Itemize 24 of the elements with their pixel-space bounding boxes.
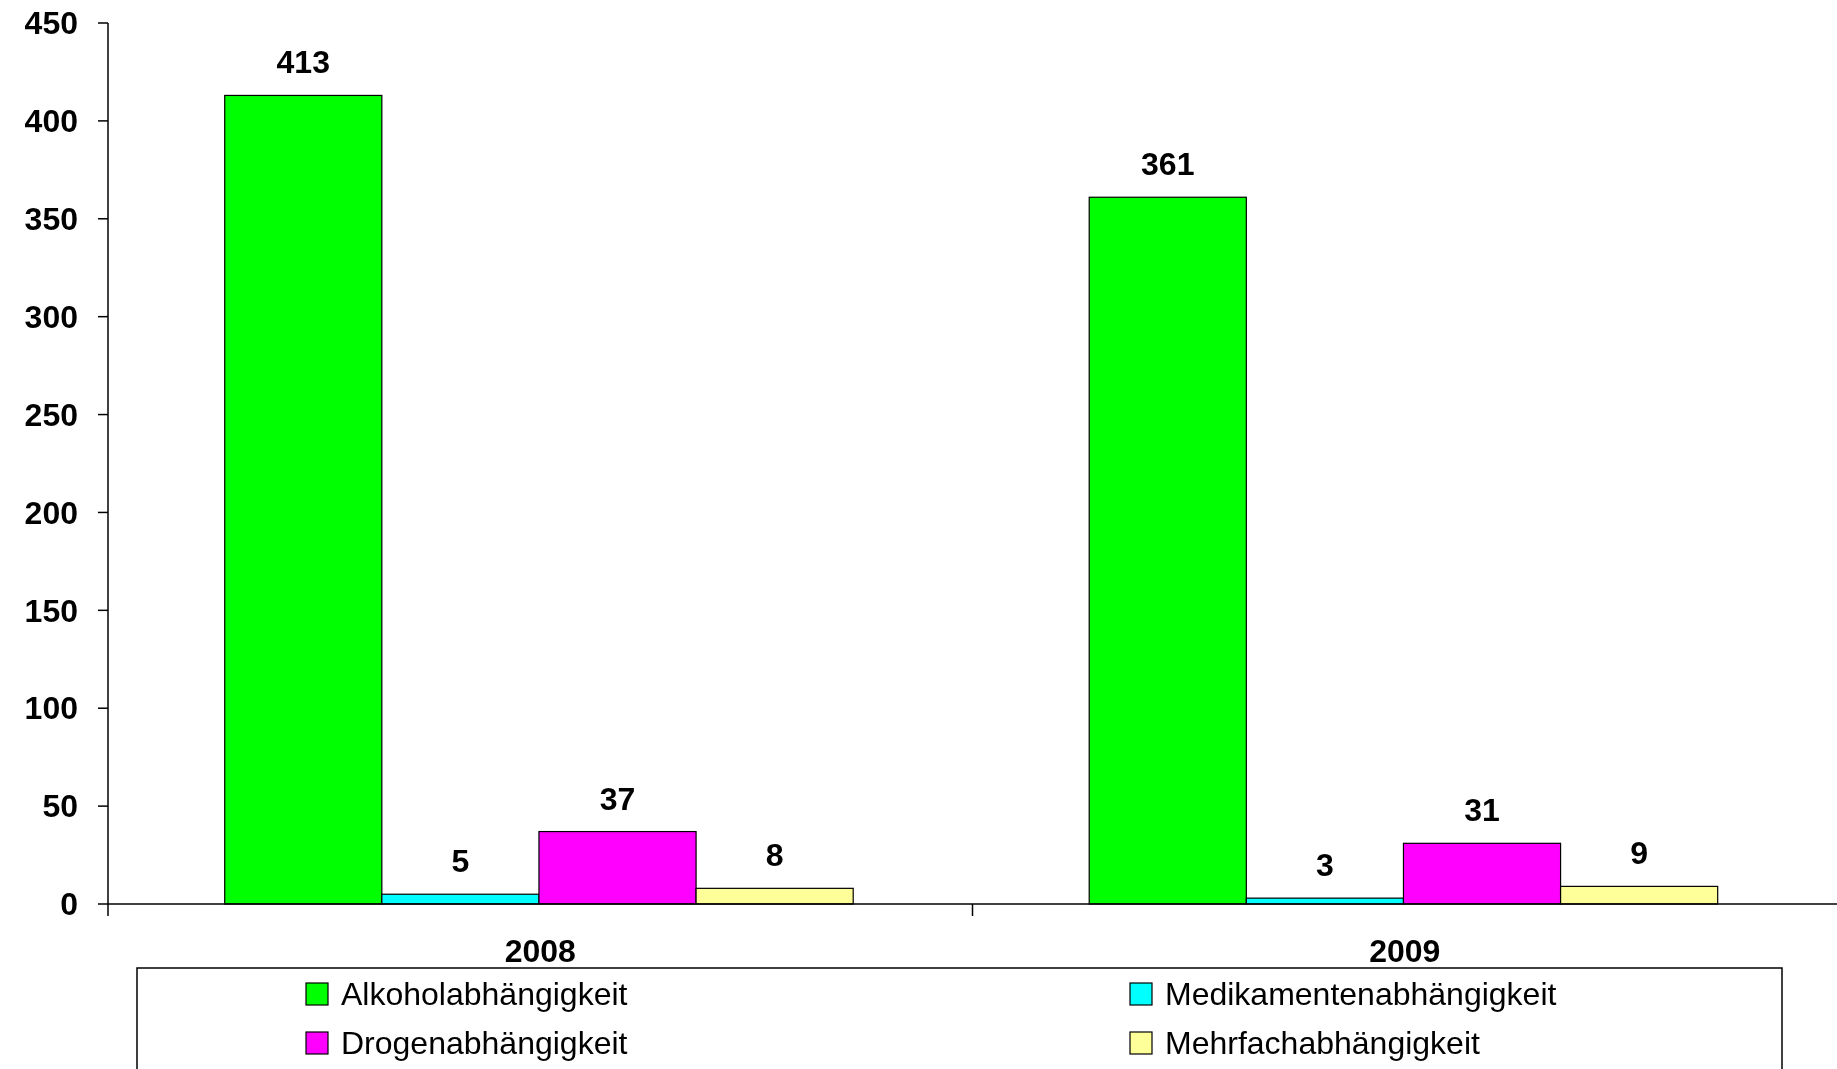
legend-label: Mehrfachabhängigkeit <box>1165 1025 1480 1062</box>
data-label: 37 <box>599 780 636 817</box>
y-tick-label: 300 <box>24 298 78 335</box>
data-label: 5 <box>451 843 470 880</box>
data-label: 413 <box>276 44 330 81</box>
y-tick-label: 200 <box>24 494 78 531</box>
y-tick-label: 0 <box>60 886 78 923</box>
data-label: 31 <box>1464 792 1500 829</box>
y-tick-label: 400 <box>24 103 78 140</box>
x-tick-label: 2009 <box>1369 933 1441 969</box>
y-tick-label: 450 <box>24 5 78 42</box>
legend-label: Alkoholabhängigkeit <box>341 976 628 1013</box>
y-tick-label: 100 <box>24 690 78 727</box>
y-tick-label: 250 <box>24 396 78 433</box>
x-tick-label: 2008 <box>504 933 576 969</box>
data-label: 9 <box>1630 835 1649 872</box>
y-tick-label: 150 <box>24 592 78 629</box>
data-label: 361 <box>1141 146 1195 183</box>
y-tick-label: 350 <box>24 200 78 237</box>
legend-label: Drogenabhängigkeit <box>341 1025 628 1062</box>
data-label: 8 <box>765 837 784 874</box>
legend-label: Medikamentenabhängigkeit <box>1165 976 1557 1013</box>
data-label: 3 <box>1315 847 1334 884</box>
y-tick-label: 50 <box>42 788 78 825</box>
